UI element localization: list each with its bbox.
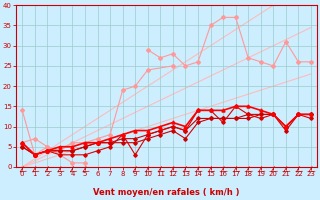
X-axis label: Vent moyen/en rafales ( km/h ): Vent moyen/en rafales ( km/h ) [93, 188, 240, 197]
